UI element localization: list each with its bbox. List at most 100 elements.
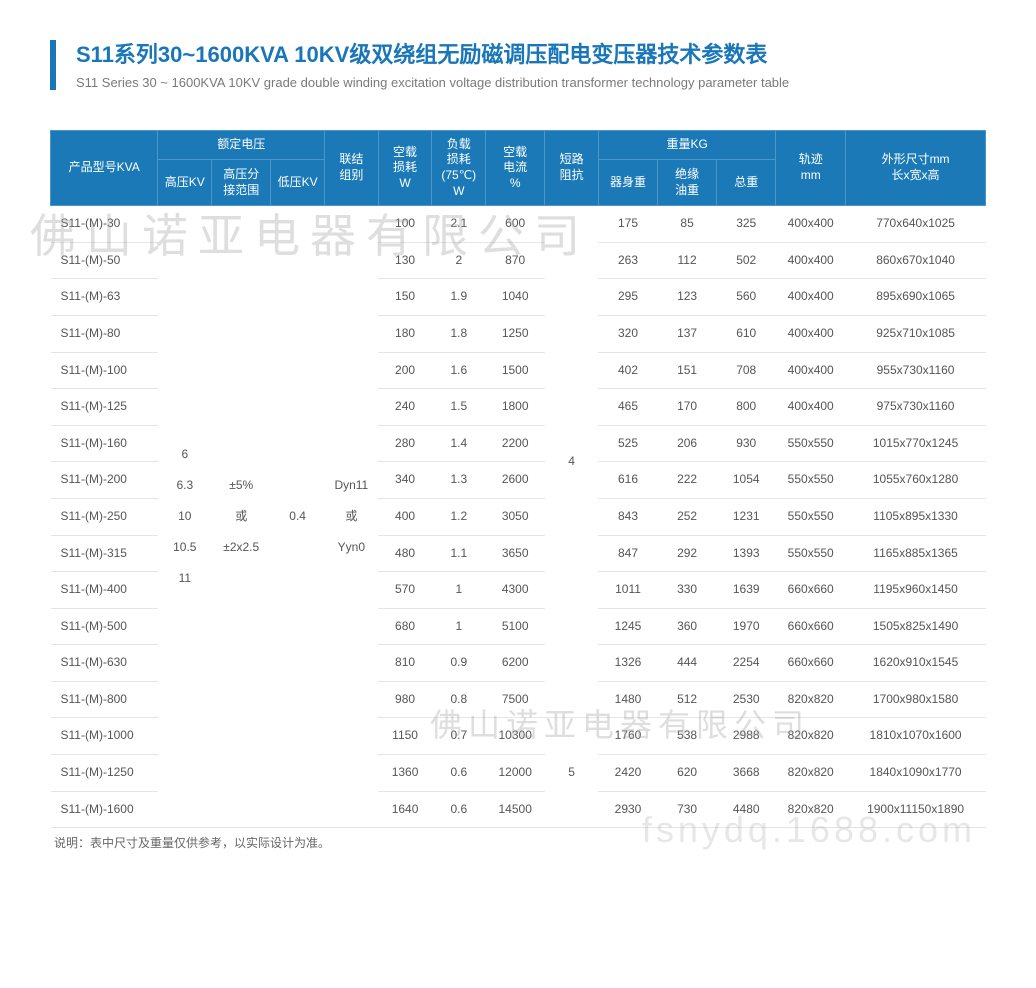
table-cell: S11-(M)-500 (51, 608, 158, 645)
table-cell: 2530 (717, 681, 776, 718)
table-cell: 400x400 (776, 389, 846, 426)
title-english: S11 Series 30 ~ 1600KVA 10KV grade doubl… (76, 75, 986, 90)
table-cell: S11-(M)-400 (51, 572, 158, 609)
table-cell: 175 (598, 206, 657, 243)
table-cell: 10300 (486, 718, 545, 755)
table-cell: 525 (598, 425, 657, 462)
table-cell: 1900x11150x1890 (846, 791, 986, 828)
table-cell: 955x730x1160 (846, 352, 986, 389)
table-body: S11-(M)-3066.31010.511±5%或±2x2.50.4Dyn11… (51, 206, 986, 828)
table-cell: 1840x1090x1770 (846, 755, 986, 792)
th-total-weight: 总重 (717, 160, 776, 206)
table-cell: 1.9 (432, 279, 486, 316)
table-cell: 2254 (717, 645, 776, 682)
table-cell: 847 (598, 535, 657, 572)
table-cell: 1620x910x1545 (846, 645, 986, 682)
table-cell: 600 (486, 206, 545, 243)
th-lv: 低压KV (271, 160, 325, 206)
table-cell: 4 (545, 206, 599, 718)
table-cell: 1011 (598, 572, 657, 609)
table-cell: 280 (378, 425, 432, 462)
table-cell: 616 (598, 462, 657, 499)
title-block: S11系列30~1600KVA 10KV级双绕组无励磁调压配电变压器技术参数表 … (50, 40, 986, 90)
table-cell: 550x550 (776, 498, 846, 535)
table-cell: S11-(M)-160 (51, 425, 158, 462)
table-cell: 151 (658, 352, 717, 389)
footnote: 说明：表中尺寸及重量仅供参考，以实际设计为准。 (50, 834, 986, 851)
table-cell: 240 (378, 389, 432, 426)
table-cell: S11-(M)-80 (51, 315, 158, 352)
table-cell: 1505x825x1490 (846, 608, 986, 645)
table-cell: 538 (658, 718, 717, 755)
table-cell: 820x820 (776, 718, 846, 755)
table-cell: 1640 (378, 791, 432, 828)
table-cell: 1800 (486, 389, 545, 426)
table-header: 产品型号KVA 额定电压 联结组别 空载损耗W 负载损耗(75℃)W 空载电流%… (51, 130, 986, 205)
table-cell: 170 (658, 389, 717, 426)
th-hv-range: 高压分接范围 (212, 160, 271, 206)
table-cell: 570 (378, 572, 432, 609)
th-dimension: 外形尺寸mm长x宽x高 (846, 130, 986, 205)
table-cell: S11-(M)-1000 (51, 718, 158, 755)
table-cell: 2200 (486, 425, 545, 462)
table-cell: 1639 (717, 572, 776, 609)
table-cell: S11-(M)-63 (51, 279, 158, 316)
table-cell: 222 (658, 462, 717, 499)
table-cell: 465 (598, 389, 657, 426)
table-cell: 444 (658, 645, 717, 682)
table-cell: 1.6 (432, 352, 486, 389)
table-cell: 870 (486, 242, 545, 279)
table-cell: 1810x1070x1600 (846, 718, 986, 755)
table-cell: 1 (432, 608, 486, 645)
table-cell: 502 (717, 242, 776, 279)
table-cell: 1500 (486, 352, 545, 389)
table-cell: 930 (717, 425, 776, 462)
table-cell: 820x820 (776, 681, 846, 718)
table-cell: 1.2 (432, 498, 486, 535)
table-cell: 252 (658, 498, 717, 535)
th-impedance: 短路阻抗 (545, 130, 599, 205)
table-cell: S11-(M)-630 (51, 645, 158, 682)
table-cell: 1150 (378, 718, 432, 755)
table-cell: 325 (717, 206, 776, 243)
table-cell: S11-(M)-1600 (51, 791, 158, 828)
table-cell: 680 (378, 608, 432, 645)
th-load-loss: 负载损耗(75℃)W (432, 130, 486, 205)
table-cell: S11-(M)-250 (51, 498, 158, 535)
table-cell: 660x660 (776, 645, 846, 682)
table-cell: 14500 (486, 791, 545, 828)
table-cell: 2 (432, 242, 486, 279)
table-cell: 0.6 (432, 791, 486, 828)
table-cell: 610 (717, 315, 776, 352)
table-cell: 130 (378, 242, 432, 279)
table-cell: 620 (658, 755, 717, 792)
table-row: S11-(M)-3066.31010.511±5%或±2x2.50.4Dyn11… (51, 206, 986, 243)
table-cell: S11-(M)-30 (51, 206, 158, 243)
table-cell: 1231 (717, 498, 776, 535)
table-cell: 3650 (486, 535, 545, 572)
table-cell: 660x660 (776, 572, 846, 609)
table-cell: 980 (378, 681, 432, 718)
table-cell: 100 (378, 206, 432, 243)
table-cell: 4480 (717, 791, 776, 828)
table-cell: S11-(M)-315 (51, 535, 158, 572)
table-cell: S11-(M)-800 (51, 681, 158, 718)
th-connection: 联结组别 (324, 130, 378, 205)
th-noload-loss: 空载损耗W (378, 130, 432, 205)
table-cell: 1.4 (432, 425, 486, 462)
table-cell: 330 (658, 572, 717, 609)
table-cell: 12000 (486, 755, 545, 792)
table-cell: 1700x980x1580 (846, 681, 986, 718)
table-cell: 550x550 (776, 535, 846, 572)
table-cell: 400x400 (776, 242, 846, 279)
th-track: 轨迹mm (776, 130, 846, 205)
table-cell: 2.1 (432, 206, 486, 243)
table-cell: 3668 (717, 755, 776, 792)
table-cell: 810 (378, 645, 432, 682)
table-cell: 1195x960x1450 (846, 572, 986, 609)
table-cell: 400x400 (776, 352, 846, 389)
table-cell: 206 (658, 425, 717, 462)
table-cell: 4300 (486, 572, 545, 609)
table-cell: 0.6 (432, 755, 486, 792)
table-cell: 2988 (717, 718, 776, 755)
